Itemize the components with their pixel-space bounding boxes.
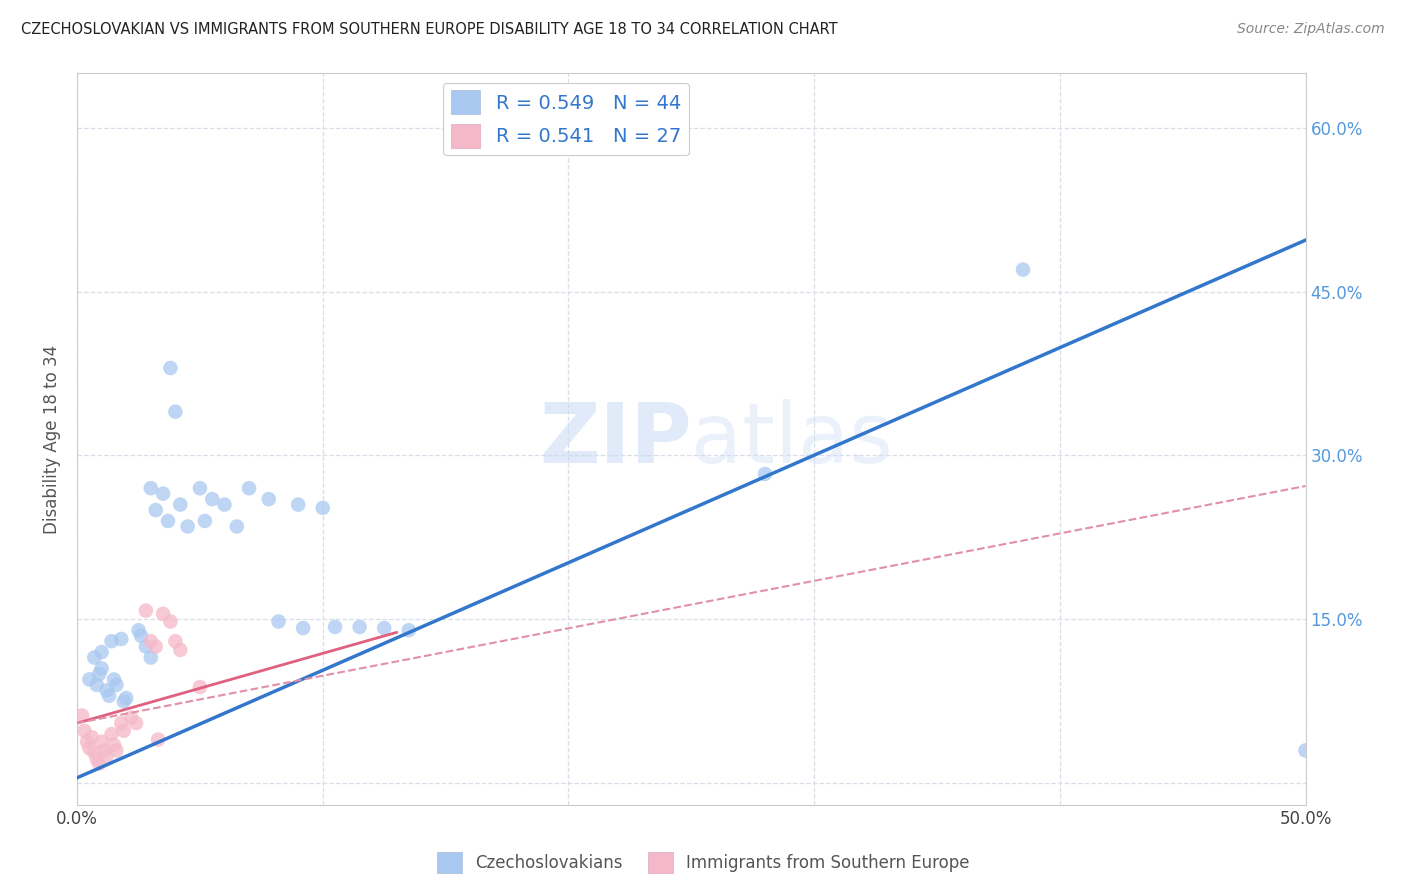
Point: [169, 498, 191, 512]
Point: [112, 694, 135, 708]
Point: [96, 748, 118, 763]
Point: [159, 615, 181, 629]
Point: [105, 678, 128, 692]
Point: [129, 629, 152, 643]
Point: [125, 716, 148, 731]
Point: [80, 731, 103, 745]
Point: [98, 689, 121, 703]
Point: [70, 708, 93, 723]
Text: CZECHOSLOVAKIAN VS IMMIGRANTS FROM SOUTHERN EUROPE DISABILITY AGE 18 TO 34 CORRE: CZECHOSLOVAKIAN VS IMMIGRANTS FROM SOUTH…: [21, 22, 838, 37]
Point: [76, 735, 98, 749]
Point: [1295, 743, 1317, 757]
Text: atlas: atlas: [692, 399, 893, 480]
Point: [83, 650, 105, 665]
Point: [120, 711, 142, 725]
Point: [169, 643, 191, 657]
Point: [176, 519, 198, 533]
Point: [156, 514, 179, 528]
Point: [287, 498, 309, 512]
Point: [1012, 262, 1035, 277]
Point: [83, 746, 105, 760]
Point: [89, 667, 111, 681]
Point: [165, 634, 187, 648]
Point: [214, 498, 236, 512]
Point: [373, 621, 395, 635]
Point: [146, 732, 169, 747]
Point: [103, 673, 125, 687]
Point: [312, 500, 335, 515]
Point: [90, 661, 112, 675]
Point: [165, 405, 187, 419]
Point: [225, 519, 247, 533]
Point: [100, 634, 122, 648]
Point: [105, 743, 128, 757]
Point: [79, 741, 101, 756]
Point: [103, 738, 125, 752]
Point: [115, 691, 138, 706]
Point: [139, 481, 162, 495]
Point: [90, 645, 112, 659]
Point: [79, 673, 101, 687]
Point: [201, 492, 224, 507]
Point: [754, 467, 776, 481]
Point: [128, 624, 150, 638]
Point: [188, 481, 211, 495]
Text: ZIP: ZIP: [538, 399, 692, 480]
Point: [139, 650, 162, 665]
Point: [89, 756, 111, 771]
Point: [323, 620, 346, 634]
Point: [257, 492, 280, 507]
Point: [93, 743, 115, 757]
Point: [112, 723, 135, 738]
Point: [135, 640, 157, 654]
Point: [188, 680, 211, 694]
Legend: R = 0.549   N = 44, R = 0.541   N = 27: R = 0.549 N = 44, R = 0.541 N = 27: [443, 83, 689, 155]
Point: [145, 640, 167, 654]
Point: [86, 752, 108, 766]
Point: [139, 634, 162, 648]
Point: [100, 727, 122, 741]
Point: [96, 683, 118, 698]
Point: [152, 607, 174, 621]
Point: [86, 678, 108, 692]
Point: [73, 723, 96, 738]
Point: [110, 716, 132, 731]
Point: [398, 624, 420, 638]
Y-axis label: Disability Age 18 to 34: Disability Age 18 to 34: [44, 344, 60, 533]
Point: [349, 620, 371, 634]
Point: [145, 503, 167, 517]
Text: Source: ZipAtlas.com: Source: ZipAtlas.com: [1237, 22, 1385, 37]
Point: [159, 361, 181, 376]
Legend: Czechoslovakians, Immigrants from Southern Europe: Czechoslovakians, Immigrants from Southe…: [430, 846, 976, 880]
Point: [292, 621, 315, 635]
Point: [194, 514, 217, 528]
Point: [152, 486, 174, 500]
Point: [110, 632, 132, 646]
Point: [238, 481, 260, 495]
Point: [90, 735, 112, 749]
Point: [135, 604, 157, 618]
Point: [267, 615, 290, 629]
